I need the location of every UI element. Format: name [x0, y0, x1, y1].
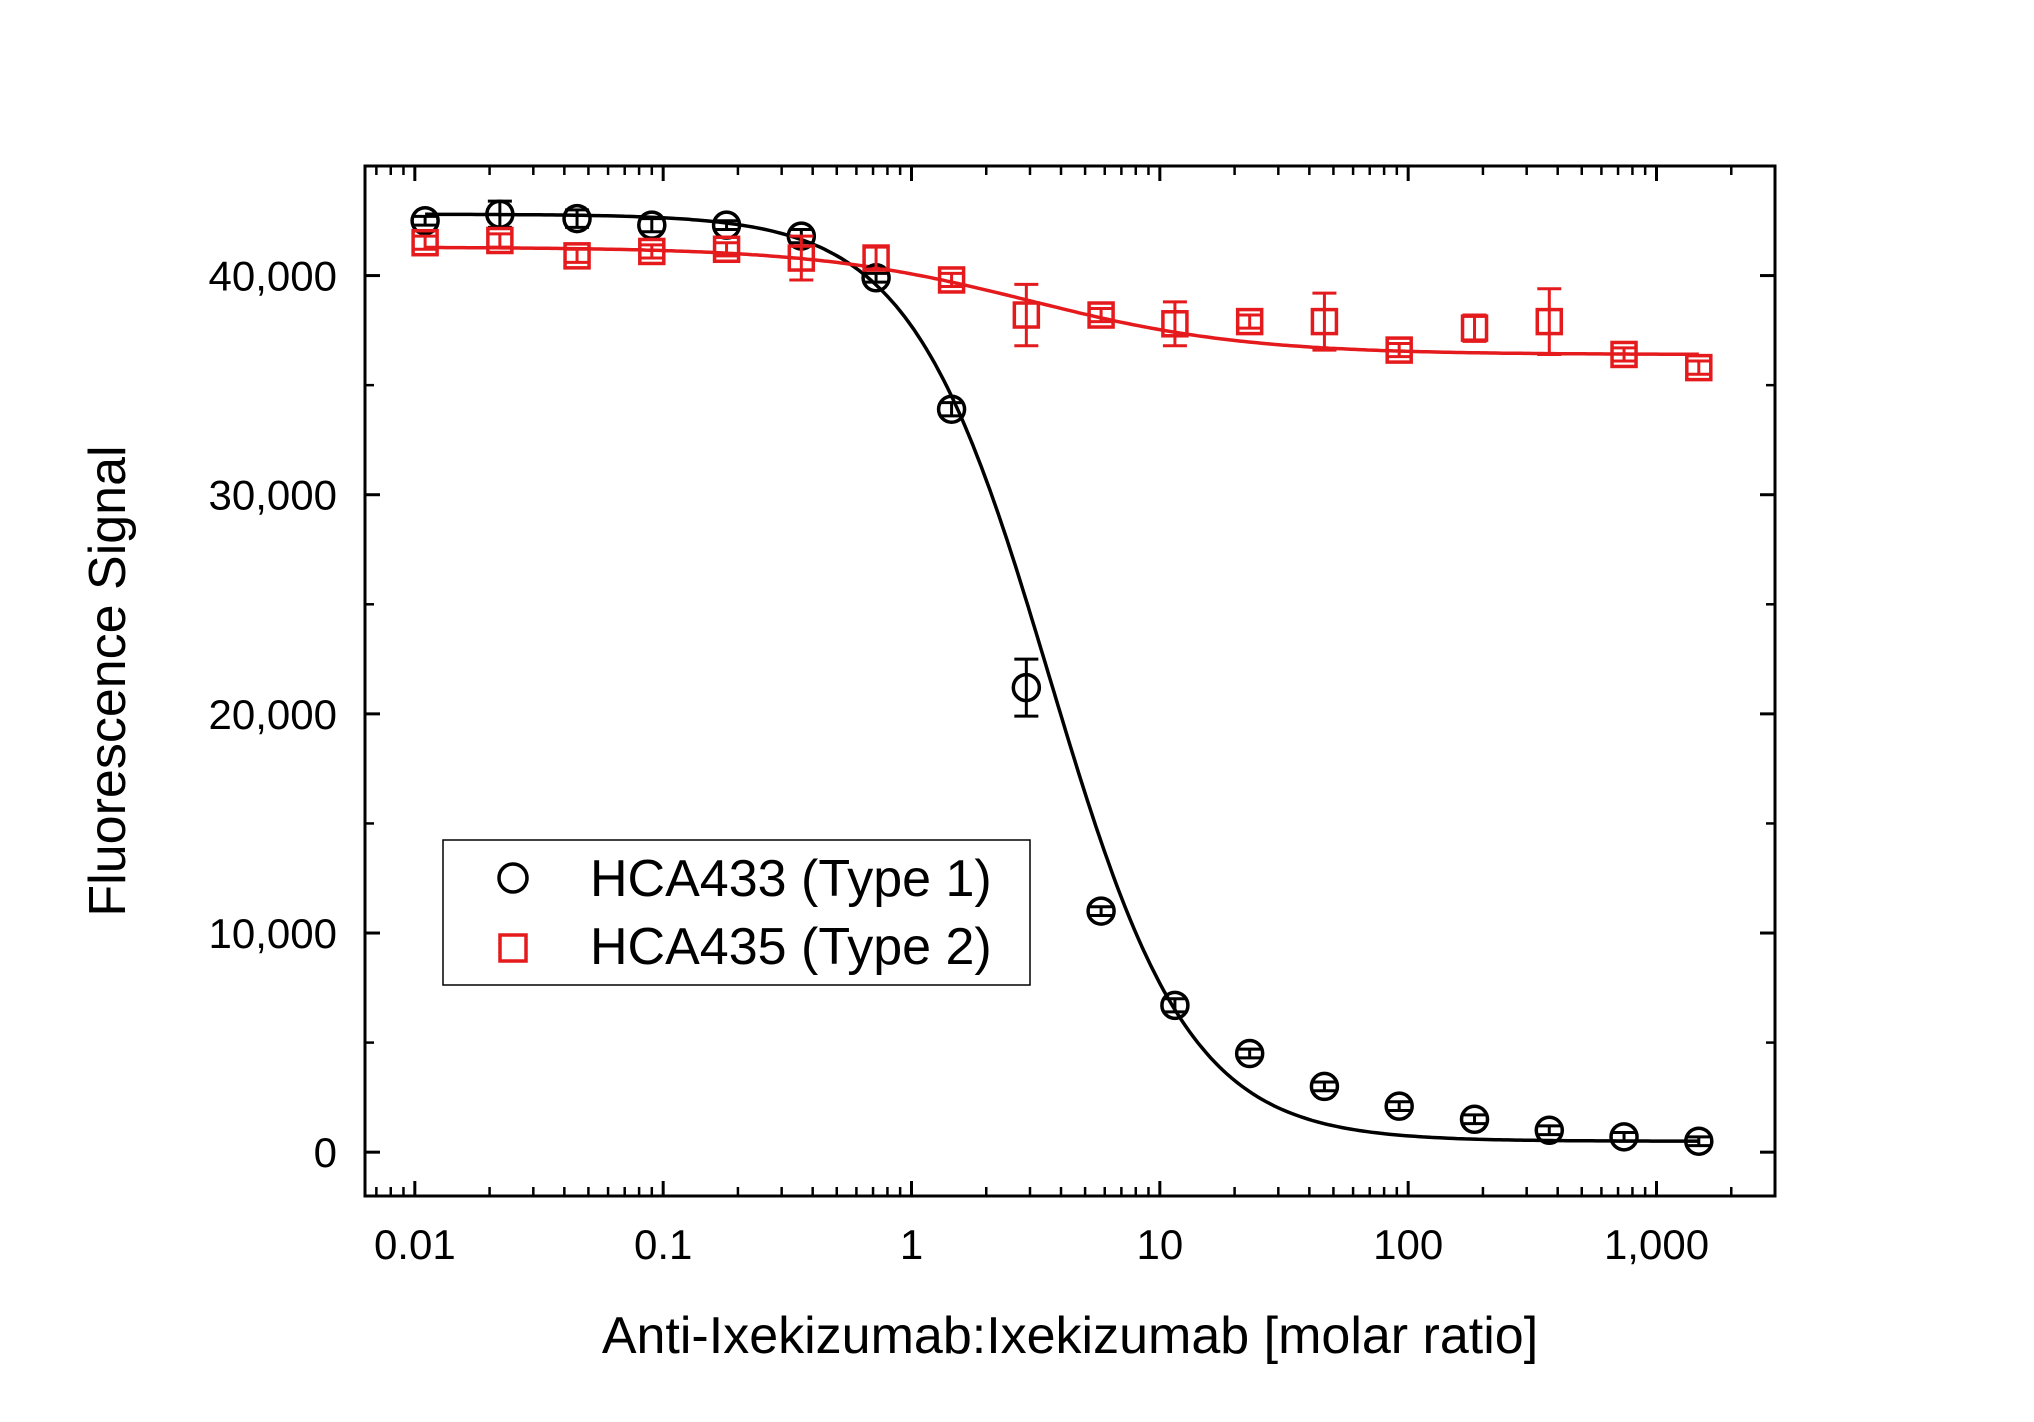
y-tick-label: 0 — [314, 1129, 337, 1176]
data-point-hca433 — [1534, 1115, 1565, 1146]
data-point-hca435 — [1161, 310, 1189, 338]
y-axis-title: Fluorescence Signal — [79, 445, 137, 916]
data-point-hca433 — [1384, 1091, 1414, 1121]
data-point-hca433 — [1684, 1126, 1714, 1156]
data-point-hca433 — [1234, 1038, 1265, 1069]
data-point-hca433 — [1609, 1122, 1639, 1152]
data-point-hca435 — [712, 235, 741, 264]
y-axis-ticks: 0 10,000 20,000 30,000 40,000 — [209, 253, 1775, 1176]
x-tick-label: 0.1 — [634, 1221, 692, 1268]
x-tick-label: 100 — [1373, 1221, 1443, 1268]
legend-label-hca435: HCA435 (Type 2) — [590, 918, 992, 976]
data-point-hca433 — [1459, 1104, 1490, 1135]
data-point-hca433 — [562, 203, 592, 234]
data-point-hca435 — [563, 242, 591, 270]
data-point-hca435 — [1310, 307, 1339, 336]
fit-curve-hca433 — [425, 212, 1699, 1143]
legend-box — [442, 839, 1031, 986]
y-tick-label: 30,000 — [209, 472, 337, 519]
legend-marker-hca435 — [498, 933, 528, 963]
data-point-hca435 — [638, 237, 666, 266]
legend-marker-hca433 — [497, 862, 529, 894]
data-point-hca435 — [1012, 301, 1041, 329]
y-tick-label: 20,000 — [209, 691, 337, 738]
data-point-hca435 — [937, 266, 966, 294]
data-point-hca433 — [1011, 672, 1042, 703]
data-point-hca435 — [1535, 307, 1564, 336]
data-point-hca435 — [1460, 314, 1489, 342]
data-point-hca433 — [410, 206, 440, 236]
data-point-hca433 — [1160, 990, 1190, 1021]
data-point-hca435 — [1610, 340, 1638, 369]
data-point-hca435 — [1685, 353, 1713, 382]
data-point-hca435 — [1385, 336, 1413, 364]
y-tick-label: 10,000 — [209, 910, 337, 957]
x-axis-title: Anti-Ixekizumab:Ixekizumab [molar ratio] — [602, 1307, 1538, 1365]
data-point-hca433 — [936, 394, 967, 425]
legend-label-hca433: HCA433 (Type 1) — [590, 850, 992, 908]
data-point-hca435 — [1235, 307, 1264, 336]
data-point-hca433 — [1309, 1071, 1340, 1102]
x-tick-label: 0.01 — [374, 1221, 456, 1268]
data-point-hca435 — [787, 244, 816, 272]
x-tick-label: 1 — [900, 1221, 923, 1268]
data-point-hca435 — [862, 244, 890, 272]
x-tick-label: 1,000 — [1604, 1221, 1709, 1268]
fit-curves — [425, 212, 1699, 1143]
data-points — [410, 199, 1714, 1156]
data-point-hca435 — [411, 228, 439, 257]
fit-curve-hca435 — [425, 245, 1699, 357]
data-point-hca435 — [486, 226, 514, 255]
legend: HCA433 (Type 1) HCA435 (Type 2) — [442, 839, 1031, 986]
data-point-hca433 — [1086, 896, 1116, 926]
plot-frame — [363, 164, 1777, 1198]
y-tick-label: 40,000 — [209, 253, 337, 300]
x-tick-label: 10 — [1136, 1221, 1183, 1268]
data-point-hca435 — [1087, 301, 1115, 329]
x-axis-ticks: 0.01 0.1 1 10 100 1,000 — [374, 166, 1733, 1268]
